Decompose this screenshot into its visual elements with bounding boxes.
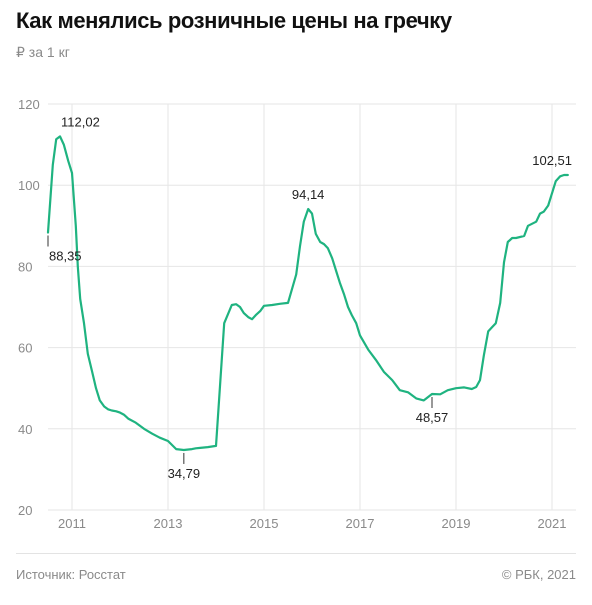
price-line [46,135,569,452]
data-label: 48,57 [416,410,449,425]
x-tick-label: 2019 [442,516,471,531]
y-tick-label: 80 [18,259,32,274]
y-tick-label: 120 [18,97,40,112]
footer-divider [16,553,576,554]
source-note: Источник: Росстат [16,567,126,582]
data-label: 88,35 [49,248,82,263]
y-tick-label: 100 [18,178,40,193]
data-label: 94,14 [292,187,325,202]
grid [48,103,576,511]
x-tick-label: 2017 [346,516,375,531]
copyright-note: © РБК, 2021 [501,567,576,582]
x-tick-label: 2021 [538,516,567,531]
chart-title: Как менялись розничные цены на гречку [16,8,452,33]
y-tick-label: 20 [18,503,32,518]
data-label: 112,02 [61,114,100,129]
y-axis-ticks: 20 40 60 80 100 120 [18,97,40,518]
x-tick-label: 2011 [58,516,86,531]
data-label: 102,51 [532,153,572,168]
x-tick-label: 2015 [250,516,279,531]
y-tick-label: 40 [18,422,32,437]
annotations: 112,02 88,35 34,79 94,14 48,57 102,51 [47,114,572,481]
x-axis-ticks: 2011 2013 2015 2017 2019 2021 [58,516,566,531]
x-tick-label: 2013 [154,516,183,531]
y-unit-label: ₽ за 1 кг [16,44,70,60]
y-tick-label: 60 [18,341,32,356]
data-label: 34,79 [168,466,201,481]
series-layer [46,135,569,452]
